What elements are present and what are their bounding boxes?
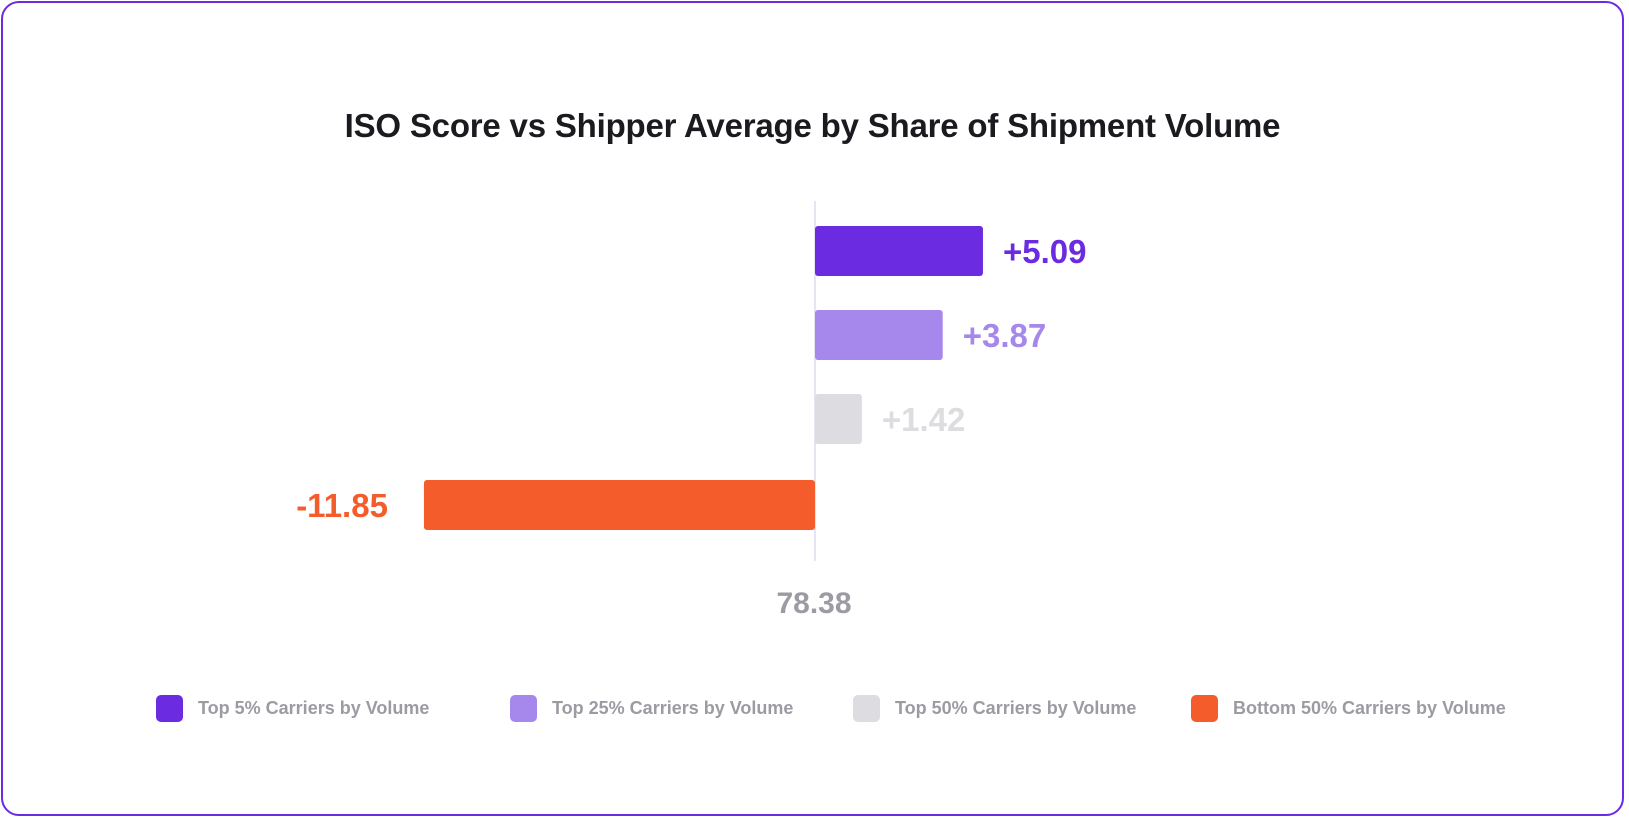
legend-item-top-5[interactable]: Top 5% Carriers by Volume <box>156 693 429 723</box>
legend-swatch-top-5 <box>156 694 183 722</box>
legend-label-top-25: Top 25% Carriers by Volume <box>552 697 794 718</box>
baseline-value-label: 78.38 <box>776 587 851 620</box>
chart-title: ISO Score vs Shipper Average by Share of… <box>344 107 1281 144</box>
bar-value-label-bottom-50: -11.85 <box>296 487 388 524</box>
bar-bottom-50[interactable] <box>423 480 815 530</box>
legend-label-top-50: Top 50% Carriers by Volume <box>895 697 1137 718</box>
chart-legend: Top 5% Carriers by Volume Top 25% Carrie… <box>3 693 1622 733</box>
legend-item-bottom-50[interactable]: Bottom 50% Carriers by Volume <box>1191 693 1506 723</box>
legend-swatch-top-50 <box>853 694 880 722</box>
bar-value-label-top-50: +1.42 <box>882 401 966 438</box>
legend-swatch-bottom-50 <box>1191 694 1218 722</box>
bar-top-5[interactable] <box>815 226 983 276</box>
legend-swatch-top-25 <box>510 694 537 722</box>
legend-item-top-50[interactable]: Top 50% Carriers by Volume <box>853 693 1136 723</box>
bar-value-label-top-25: +3.87 <box>963 317 1046 354</box>
bar-top-25[interactable] <box>815 310 943 360</box>
chart-plot: +5.09 +3.87 +1.42 -11.85 78.38 <box>296 201 1087 620</box>
bar-top-50[interactable] <box>815 394 862 444</box>
legend-item-top-25[interactable]: Top 25% Carriers by Volume <box>510 693 793 723</box>
bar-value-label-top-5: +5.09 <box>1003 233 1087 270</box>
legend-label-bottom-50: Bottom 50% Carriers by Volume <box>1233 697 1506 718</box>
legend-label-top-5: Top 5% Carriers by Volume <box>198 697 430 718</box>
